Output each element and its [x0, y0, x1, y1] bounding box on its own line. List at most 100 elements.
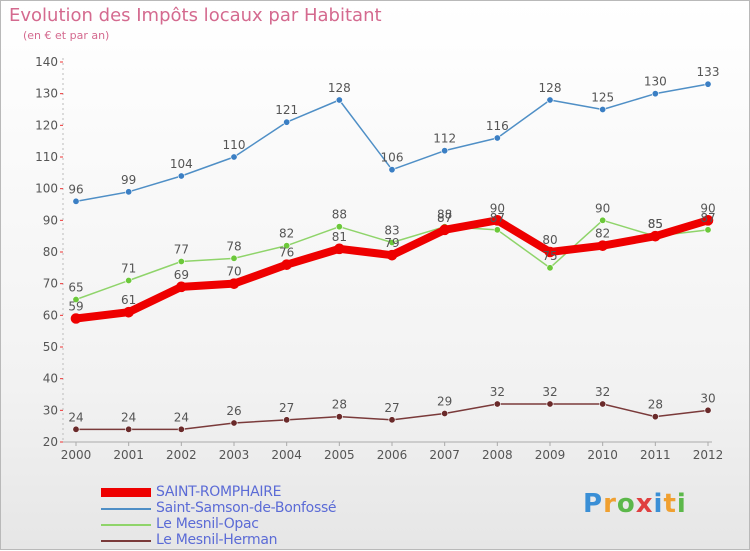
legend-label: Le Mesnil-Opac: [156, 516, 259, 532]
y-tick-label: 20: [43, 435, 58, 449]
chart-series: [70, 80, 714, 433]
data-point-saint-samson-de-bonfosse: [651, 90, 659, 98]
data-label-saint-romphaire: 85: [648, 217, 663, 231]
data-label-saint-samson-de-bonfosse: 125: [591, 91, 614, 105]
data-label-le-mesnil-herman: 24: [174, 410, 189, 424]
data-label-le-mesnil-herman: 29: [437, 395, 452, 409]
data-point-le-mesnil-herman: [704, 406, 712, 414]
data-point-saint-romphaire: [702, 215, 714, 226]
y-tick-label: 50: [43, 340, 58, 354]
data-point-saint-romphaire: [544, 246, 556, 258]
data-label-le-mesnil-opac: 88: [437, 208, 452, 222]
data-point-le-mesnil-herman: [651, 413, 659, 421]
data-point-le-mesnil-opac: [546, 264, 554, 272]
x-tick-label: 2000: [61, 448, 92, 462]
legend-item: SAINT-ROMPHAIRE: [101, 484, 361, 501]
data-point-saint-samson-de-bonfosse: [388, 166, 396, 174]
logo-letter: P: [583, 489, 604, 519]
y-tick-label: 60: [43, 308, 58, 322]
legend-item: Le Mesnil-Opac: [101, 516, 361, 533]
legend: SAINT-ROMPHAIRE Saint-Samson-de-Bonfossé L…: [101, 484, 361, 549]
data-label-le-mesnil-opac: 88: [332, 208, 347, 222]
data-label-saint-romphaire: 76: [279, 246, 294, 260]
data-label-saint-romphaire: 87: [437, 211, 452, 225]
logo-letter: o: [616, 489, 636, 519]
data-point-le-mesnil-herman: [125, 425, 133, 433]
data-point-saint-samson-de-bonfosse: [125, 188, 133, 196]
data-label-le-mesnil-herman: 27: [279, 401, 294, 415]
data-point-saint-samson-de-bonfosse: [441, 147, 449, 155]
legend-item: Le Mesnil-Herman: [101, 532, 361, 549]
data-label-le-mesnil-herman: 30: [700, 391, 715, 405]
y-tick-label: 140: [35, 55, 58, 69]
data-label-saint-romphaire: 69: [174, 268, 189, 282]
x-tick-label: 2009: [535, 448, 566, 462]
data-point-le-mesnil-herman: [283, 416, 291, 424]
data-label-le-mesnil-opac: 77: [174, 243, 189, 257]
data-point-saint-samson-de-bonfosse: [72, 197, 80, 205]
data-label-le-mesnil-opac: 82: [279, 227, 294, 241]
chart-subtitle: (en € et par an): [23, 29, 110, 42]
legend-swatch: [101, 488, 151, 497]
data-label-saint-romphaire: 90: [490, 201, 505, 215]
data-label-saint-romphaire: 81: [332, 230, 347, 244]
data-label-saint-samson-de-bonfosse: 96: [68, 182, 83, 196]
data-label-saint-romphaire: 82: [595, 227, 610, 241]
x-tick-label: 2010: [587, 448, 618, 462]
data-point-saint-samson-de-bonfosse: [230, 153, 238, 161]
data-point-saint-romphaire: [176, 281, 187, 293]
data-point-saint-romphaire: [439, 224, 450, 236]
data-point-saint-samson-de-bonfosse: [283, 118, 291, 126]
data-label-saint-samson-de-bonfosse: 112: [433, 132, 456, 146]
data-label-saint-romphaire: 90: [700, 201, 715, 215]
data-label-saint-samson-de-bonfosse: 128: [539, 81, 562, 95]
y-tick-label: 30: [43, 403, 58, 417]
data-point-le-mesnil-opac: [335, 223, 343, 231]
data-point-saint-romphaire: [650, 230, 661, 242]
data-point-saint-romphaire: [228, 278, 240, 289]
x-tick-label: 2007: [429, 448, 460, 462]
data-label-le-mesnil-herman: 28: [332, 398, 347, 412]
data-point-saint-romphaire: [386, 249, 398, 261]
y-tick-label: 120: [35, 118, 58, 132]
data-label-saint-romphaire: 70: [226, 265, 241, 279]
data-label-le-mesnil-herman: 32: [595, 385, 610, 399]
data-point-le-mesnil-opac: [72, 295, 80, 303]
x-tick-label: 2004: [271, 448, 302, 462]
logo-letter: i: [676, 489, 687, 519]
x-tick-label: 2001: [113, 448, 144, 462]
data-point-le-mesnil-herman: [546, 400, 554, 408]
x-tick-label: 2008: [482, 448, 513, 462]
data-label-saint-samson-de-bonfosse: 130: [644, 75, 667, 89]
data-point-saint-samson-de-bonfosse: [493, 134, 501, 142]
data-point-le-mesnil-herman: [230, 419, 238, 427]
y-tick-label: 70: [43, 277, 58, 291]
legend-label: SAINT-ROMPHAIRE: [156, 484, 282, 500]
data-label-le-mesnil-opac: 90: [595, 201, 610, 215]
data-point-le-mesnil-herman: [493, 400, 501, 408]
legend-label: Le Mesnil-Herman: [156, 532, 278, 548]
data-label-le-mesnil-herman: 24: [68, 410, 83, 424]
data-label-le-mesnil-herman: 32: [490, 385, 505, 399]
y-tick-label: 110: [35, 150, 58, 164]
data-point-le-mesnil-herman: [441, 409, 449, 417]
data-label-saint-samson-de-bonfosse: 110: [223, 138, 246, 152]
data-point-saint-samson-de-bonfosse: [599, 106, 607, 114]
data-label-saint-samson-de-bonfosse: 116: [486, 119, 509, 133]
data-label-saint-samson-de-bonfosse: 128: [328, 81, 351, 95]
data-point-le-mesnil-herman: [177, 425, 185, 433]
data-label-saint-romphaire: 59: [68, 300, 83, 314]
legend-swatch: [101, 508, 151, 510]
data-label-le-mesnil-herman: 32: [542, 385, 557, 399]
data-point-le-mesnil-opac: [704, 226, 712, 234]
data-label-le-mesnil-opac: 83: [384, 224, 399, 238]
logo-letter: i: [653, 489, 664, 519]
x-tick-label: 2005: [324, 448, 355, 462]
data-label-le-mesnil-herman: 27: [384, 401, 399, 415]
logo-letter: t: [663, 489, 677, 519]
y-tick-label: 130: [35, 87, 58, 101]
x-tick-label: 2002: [166, 448, 197, 462]
data-point-saint-samson-de-bonfosse: [546, 96, 554, 104]
data-point-saint-romphaire: [334, 243, 345, 255]
data-point-saint-romphaire: [492, 215, 503, 226]
